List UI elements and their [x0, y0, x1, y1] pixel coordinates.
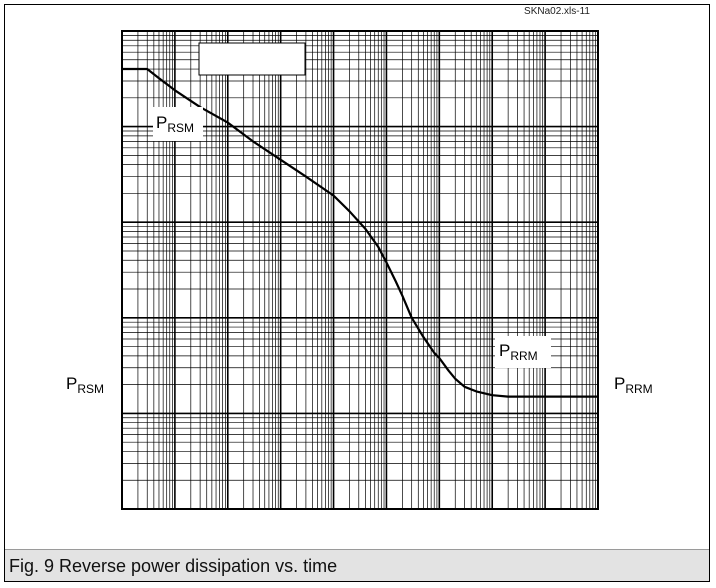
series-line — [122, 67, 598, 398]
curve-label-left: PRSM — [156, 113, 194, 135]
source-tag: SKNa02.xls-11 — [524, 6, 590, 17]
grid-major — [121, 31, 598, 510]
chart-title-box — [199, 43, 305, 75]
curve-label-right-box — [495, 336, 551, 368]
figure-caption: Fig. 9 Reverse power dissipation vs. tim… — [5, 549, 709, 581]
chart-svg: PRSM PRRM PRSM PRRM SKNa02.xls-11 — [66, 6, 653, 510]
y-quantity-left: PRSM — [66, 374, 104, 396]
y-quantity-right: PRRM — [614, 374, 653, 396]
plot-border — [121, 30, 599, 510]
curve-label-right: PRRM — [499, 341, 538, 363]
curve-label-left-box — [153, 107, 203, 141]
